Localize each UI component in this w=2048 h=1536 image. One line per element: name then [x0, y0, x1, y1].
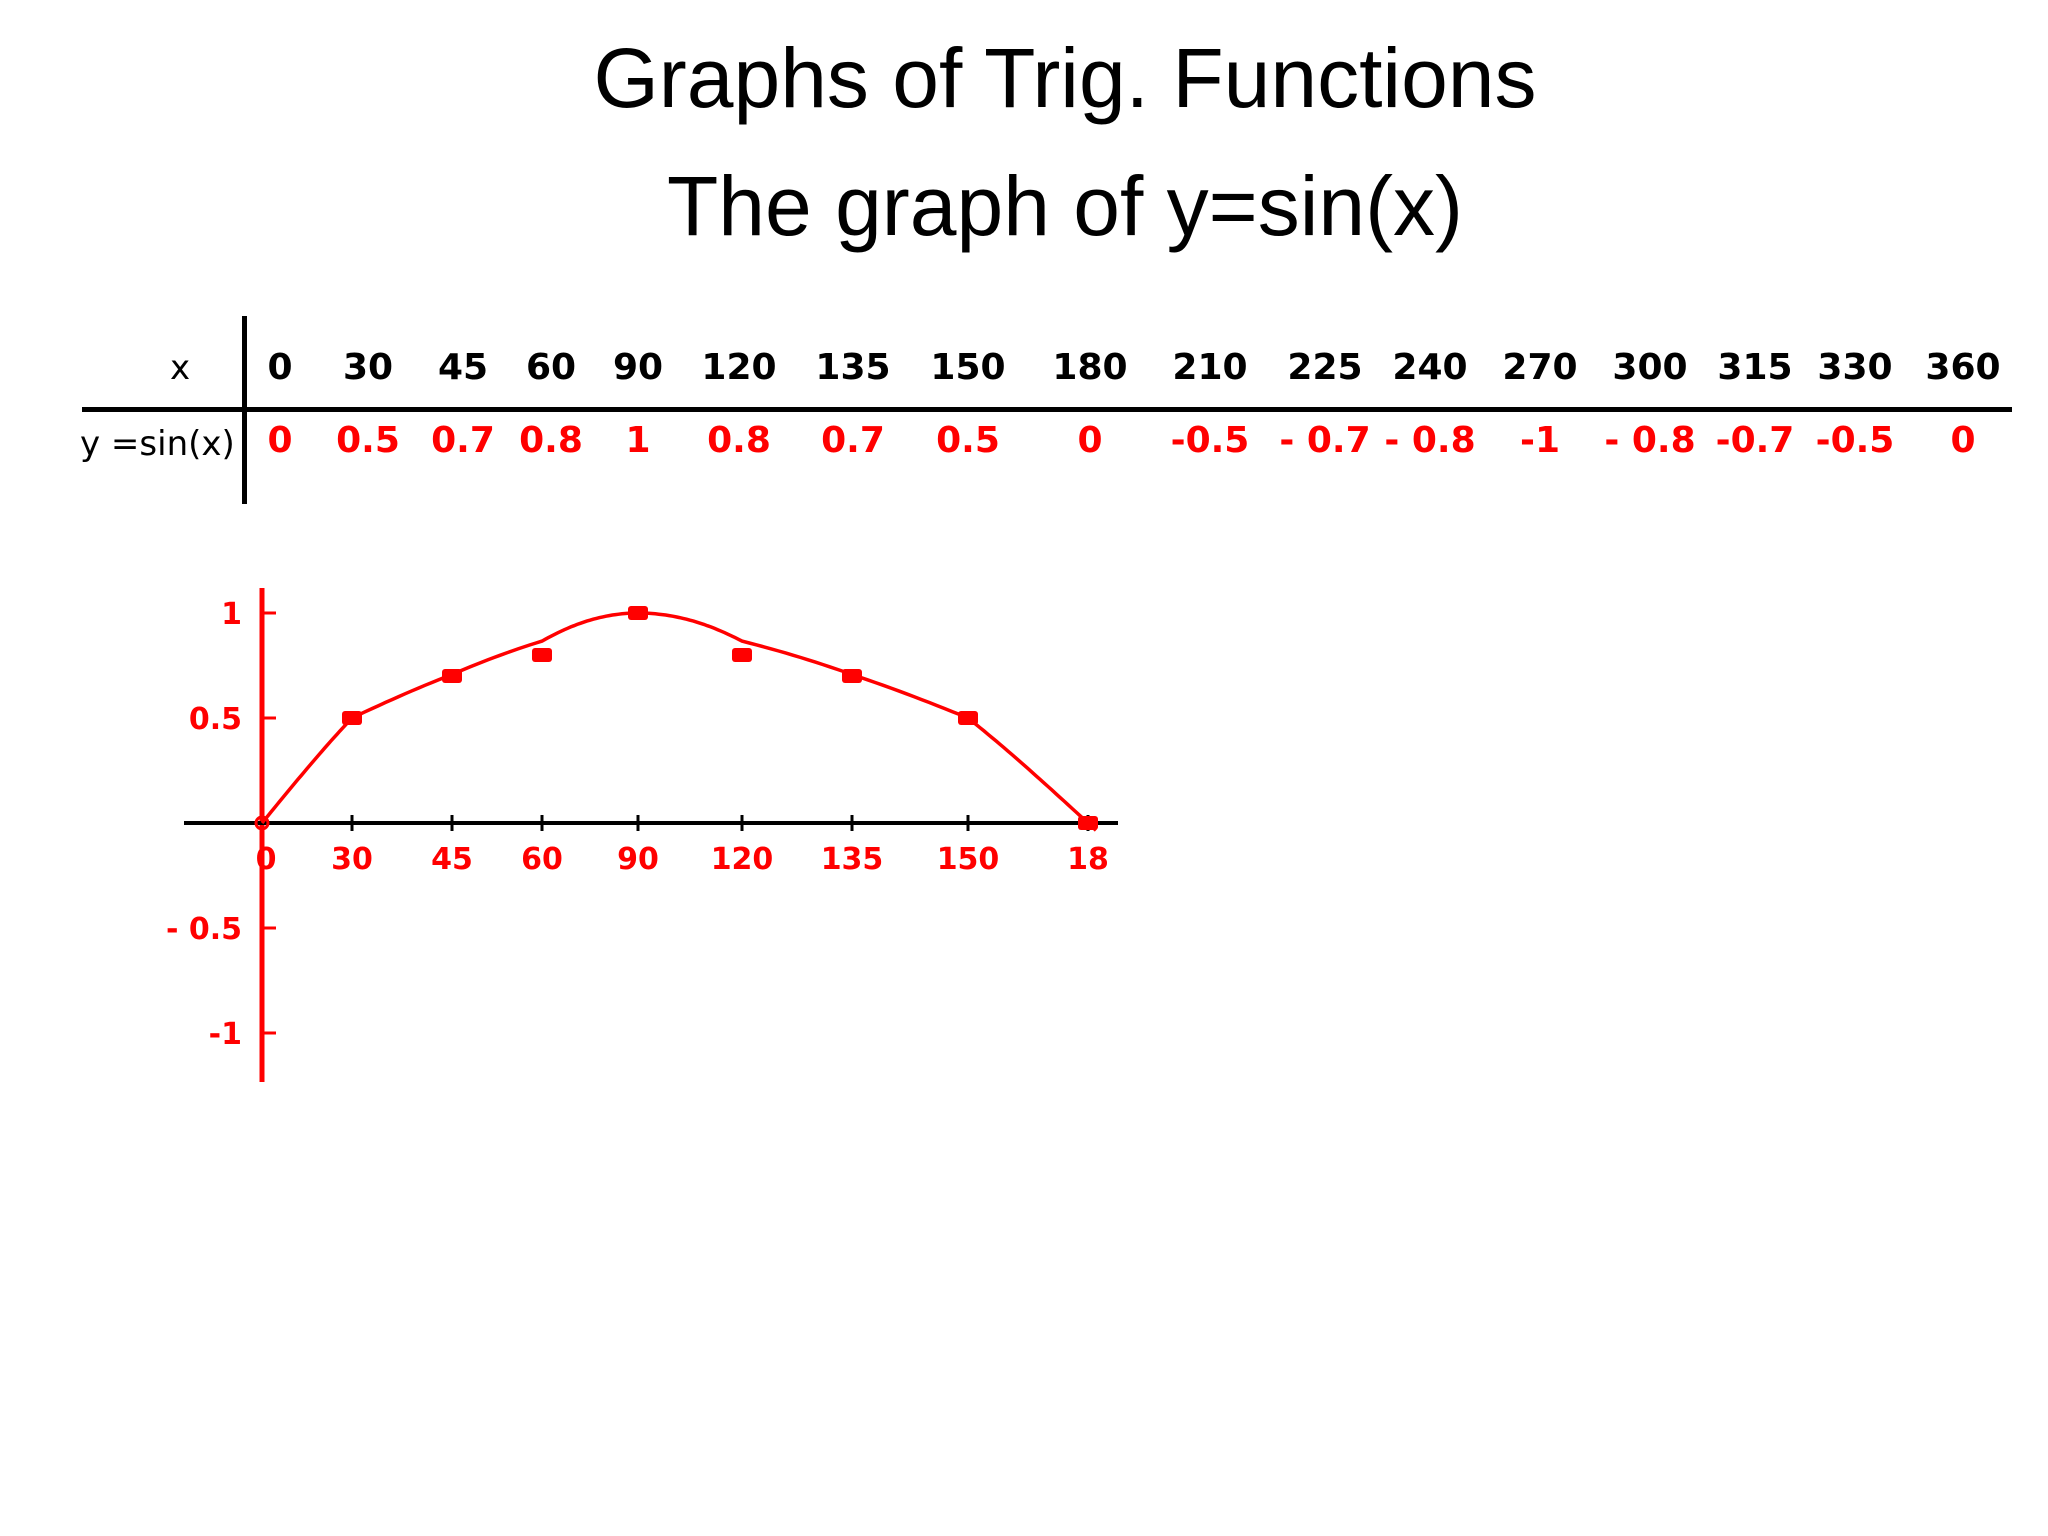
table-y-cell: 0	[1950, 420, 1976, 461]
table-divider-vertical	[242, 316, 247, 504]
table-y-label: y =sin(x)	[80, 424, 235, 464]
table-x-label: x	[170, 348, 191, 388]
table-y-cell: 0	[267, 420, 293, 461]
table-y-cell: 0.5	[936, 420, 1000, 461]
data-point	[842, 669, 862, 683]
table-y-cell: 0.8	[707, 420, 771, 461]
table-x-cell: 270	[1502, 347, 1578, 388]
x-tick-label: 60	[521, 842, 563, 877]
table-x-cell: 180	[1052, 347, 1128, 388]
table-x-cell: 135	[815, 347, 891, 388]
table-x-cell: 315	[1717, 347, 1793, 388]
table-x-cell: 225	[1287, 347, 1363, 388]
table-x-cell: 360	[1925, 347, 2001, 388]
table-x-cell: 120	[701, 347, 777, 388]
table-y-cell: 1	[625, 420, 651, 461]
table-x-cell: 30	[342, 347, 394, 388]
data-point	[1078, 816, 1098, 830]
data-point	[442, 669, 462, 683]
table-y-cell: -1	[1520, 420, 1560, 461]
x-tick-label: 90	[617, 842, 659, 877]
table-y-cell: 0.5	[336, 420, 400, 461]
y-tick-label: 1	[221, 597, 242, 632]
slide-title: Graphs of Trig. Functions	[593, 31, 1537, 125]
table-x-cell: 330	[1817, 347, 1893, 388]
table-y-cell: - 0.7	[1279, 420, 1371, 461]
table-y-cell: - 0.8	[1604, 420, 1696, 461]
data-point	[342, 711, 362, 725]
table-y-cell: 0.7	[431, 420, 495, 461]
table-x-cell: 300	[1612, 347, 1688, 388]
values-table: x y =sin(x) 0 30 45 60 90 120 135 150 180 210 225 2…	[0, 0, 2048, 520]
x-tick-label: 0	[256, 842, 277, 877]
slide-subtitle: The graph of y=sin(x)	[666, 159, 1464, 253]
table-y-cell: -0.5	[1815, 420, 1895, 461]
data-point	[732, 648, 752, 662]
table-y-cell: 0.7	[821, 420, 885, 461]
table-y-cell: 0	[1077, 420, 1103, 461]
table-divider-horizontal	[82, 407, 2012, 412]
table-x-cell: 0	[267, 347, 293, 388]
x-tick-label: 120	[711, 842, 774, 877]
table-y-cell: - 0.8	[1384, 420, 1476, 461]
table-y-cell: 0.8	[519, 420, 583, 461]
table-y-cell: -0.7	[1715, 420, 1795, 461]
table-x-cell: 240	[1392, 347, 1468, 388]
table-y-cell: -0.5	[1170, 420, 1250, 461]
x-tick-label: 18	[1067, 842, 1109, 877]
x-tick-label: 135	[821, 842, 884, 877]
table-x-cell: 90	[612, 347, 664, 388]
data-point	[254, 815, 270, 831]
data-point	[532, 648, 552, 662]
y-tick-label: -1	[209, 1017, 242, 1052]
x-tick-label: 30	[331, 842, 373, 877]
data-point	[958, 711, 978, 725]
y-tick-label: - 0.5	[166, 912, 242, 947]
x-tick-label: 45	[431, 842, 473, 877]
data-point	[628, 606, 648, 620]
y-tick-label: 0.5	[189, 702, 242, 737]
table-x-cell: 150	[930, 347, 1006, 388]
table-x-cell: 45	[437, 347, 489, 388]
table-x-cell: 210	[1172, 347, 1248, 388]
x-tick-label: 150	[937, 842, 1000, 877]
table-x-cell: 60	[525, 347, 577, 388]
